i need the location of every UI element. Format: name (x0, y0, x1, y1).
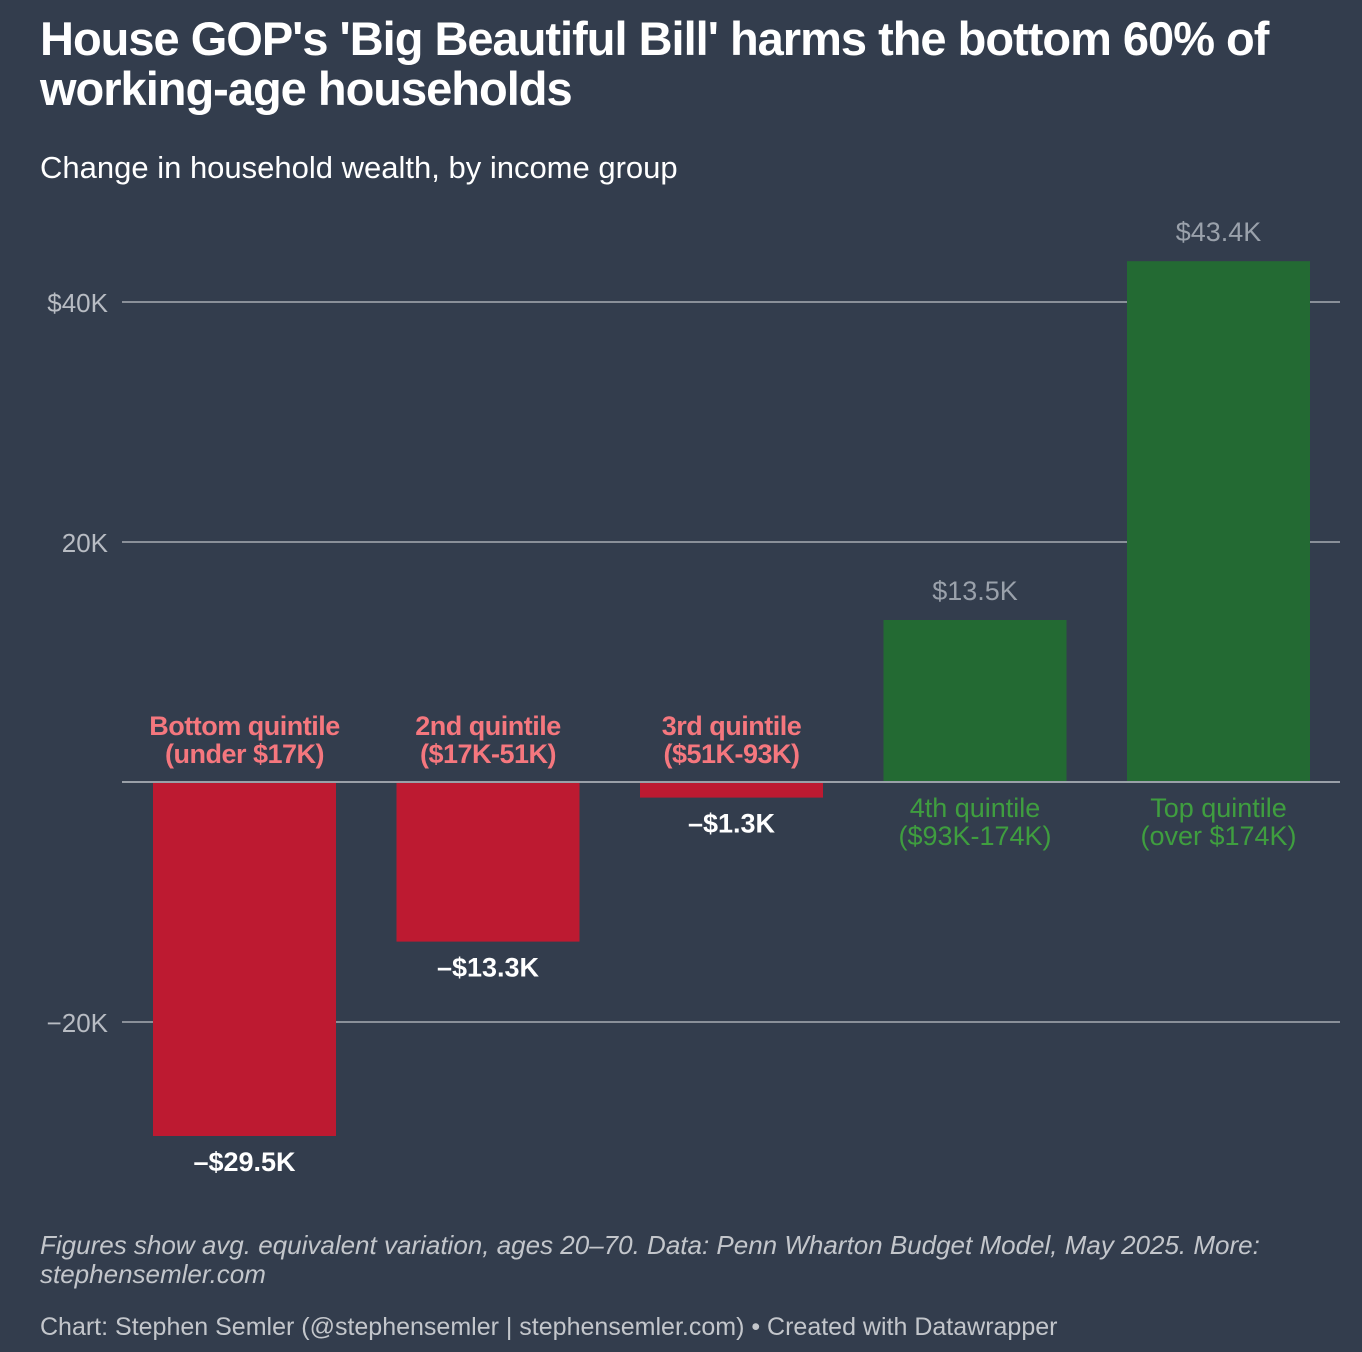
category-label: 2nd quintile (415, 711, 561, 741)
chart-credit: Chart: Stephen Semler (@stephensemler | … (40, 1313, 1058, 1341)
category-label: ($17K-51K) (420, 739, 556, 769)
category-label: 4th quintile (910, 793, 1041, 823)
category-label: (over $174K) (1140, 821, 1296, 851)
category-label: ($93K-174K) (898, 821, 1051, 851)
value-label: –$13.3K (437, 953, 540, 983)
source-note: Figures show avg. equivalent variation, … (40, 1230, 1260, 1289)
y-tick-label: $40K (47, 288, 108, 318)
bar (396, 782, 580, 942)
value-label: –$1.3K (688, 809, 776, 839)
bar (1127, 261, 1310, 782)
y-tick-label: 20K (62, 528, 109, 558)
chart-subtitle: Change in household wealth, by income gr… (40, 150, 678, 185)
bar (883, 620, 1067, 782)
value-label: –$29.5K (193, 1147, 296, 1177)
category-label: Top quintile (1150, 793, 1287, 823)
bar (153, 782, 336, 1136)
chart-title: House GOP's 'Big Beautiful Bill' harms t… (40, 12, 1269, 115)
category-label: Bottom quintile (149, 711, 340, 741)
bar (640, 782, 823, 798)
value-label: $43.4K (1176, 217, 1262, 247)
y-tick-label: −20K (47, 1008, 109, 1038)
value-label: $13.5K (932, 576, 1018, 606)
category-label: 3rd quintile (662, 711, 802, 741)
category-label: (under $17K) (165, 739, 324, 769)
category-label: ($51K-93K) (663, 739, 799, 769)
